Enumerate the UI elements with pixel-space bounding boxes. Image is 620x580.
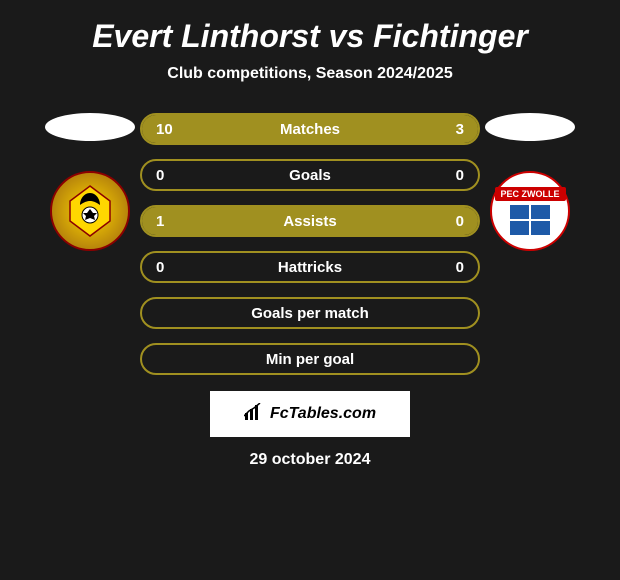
stat-label: Min per goal — [142, 351, 478, 368]
player-right-oval — [485, 113, 575, 141]
stats-bars: 10Matches30Goals01Assists00Hattricks0Goa… — [140, 113, 480, 375]
team-badge-left — [50, 171, 130, 251]
stat-bar-hattricks: 0Hattricks0 — [140, 251, 480, 283]
brand-footer[interactable]: FcTables.com — [210, 391, 410, 437]
stat-label: Assists — [142, 213, 478, 230]
brand-text: FcTables.com — [270, 405, 376, 423]
stat-label: Matches — [142, 121, 478, 138]
zwolle-cross-icon — [510, 205, 550, 235]
comparison-area: 10Matches30Goals01Assists00Hattricks0Goa… — [0, 113, 620, 375]
badge-right-label: PEC ZWOLLE — [495, 187, 566, 201]
stat-label: Hattricks — [142, 259, 478, 276]
chart-icon — [244, 403, 264, 426]
stat-value-right: 0 — [456, 167, 464, 184]
right-player-column: PEC ZWOLLE — [480, 113, 580, 251]
stat-bar-matches: 10Matches3 — [140, 113, 480, 145]
subtitle: Club competitions, Season 2024/2025 — [167, 65, 452, 83]
stat-label: Goals per match — [142, 305, 478, 322]
page-title: Evert Linthorst vs Fichtinger — [92, 18, 528, 55]
stat-value-right: 0 — [456, 259, 464, 276]
left-player-column — [40, 113, 140, 251]
stat-bar-goals: 0Goals0 — [140, 159, 480, 191]
stat-value-right: 0 — [456, 213, 464, 230]
team-badge-right: PEC ZWOLLE — [490, 171, 570, 251]
player-left-oval — [45, 113, 135, 141]
date-label: 29 october 2024 — [250, 451, 371, 469]
stat-value-right: 3 — [456, 121, 464, 138]
stat-label: Goals — [142, 167, 478, 184]
stat-bar-assists: 1Assists0 — [140, 205, 480, 237]
stat-bar-goals-per-match: Goals per match — [140, 297, 480, 329]
stat-bar-min-per-goal: Min per goal — [140, 343, 480, 375]
eagles-crest-icon — [60, 181, 120, 241]
